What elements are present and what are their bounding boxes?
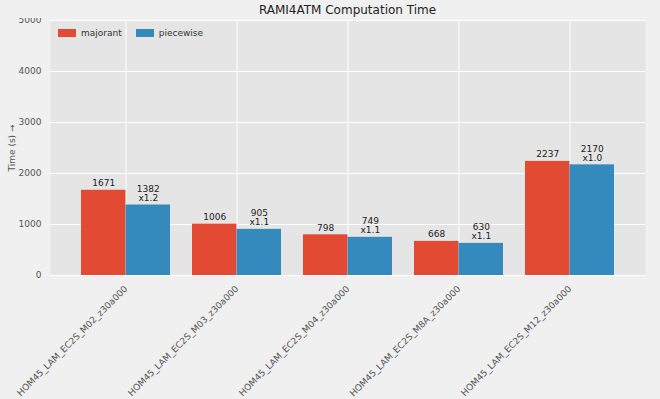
html-text:RAMI4ATM Computation Time: RAMI4ATM Computation Time: [258, 3, 437, 17]
svg-text:3000: 3000: [19, 117, 42, 127]
svg-text:2170x1.0: 2170x1.0: [581, 144, 604, 163]
html-text:piecewise: piecewise: [158, 28, 204, 38]
svg-text:5000: 5000: [19, 18, 42, 25]
svg-text:2237: 2237: [536, 149, 559, 159]
svg-text:1382x1.2: 1382x1.2: [137, 184, 160, 203]
svg-text:HOM45_LAM_EC2S_M8A_z30a000: HOM45_LAM_EC2S_M8A_z30a000: [348, 284, 463, 399]
svg-text:2000: 2000: [19, 168, 42, 178]
svg-text:1671: 1671: [92, 178, 115, 188]
svg-text:HOM45_LAM_EC2S_M12_z30a000: HOM45_LAM_EC2S_M12_z30a000: [459, 284, 574, 399]
html-text:majorant: majorant: [81, 28, 122, 38]
svg-text:Time (s) →: Time (s) →: [7, 124, 17, 172]
svg-text:749x1.1: 749x1.1: [360, 216, 380, 235]
svg-text:905x1.1: 905x1.1: [249, 208, 269, 227]
svg-text:HOM45_LAM_EC2S_M02_z30a000: HOM45_LAM_EC2S_M02_z30a000: [15, 284, 130, 399]
svg-text:668: 668: [428, 229, 445, 239]
svg-text:4000: 4000: [19, 66, 42, 76]
svg-text:630x1.1: 630x1.1: [471, 222, 491, 241]
svg-text:0: 0: [36, 270, 42, 280]
svg-text:1006: 1006: [203, 212, 226, 222]
svg-text:798: 798: [317, 223, 334, 233]
svg-text:HOM45_LAM_EC2S_M03_z30a000: HOM45_LAM_EC2S_M03_z30a000: [126, 284, 241, 399]
svg-text:1000: 1000: [19, 219, 42, 229]
svg-text:HOM45_LAM_EC2S_M04_z30a000: HOM45_LAM_EC2S_M04_z30a000: [237, 284, 352, 399]
